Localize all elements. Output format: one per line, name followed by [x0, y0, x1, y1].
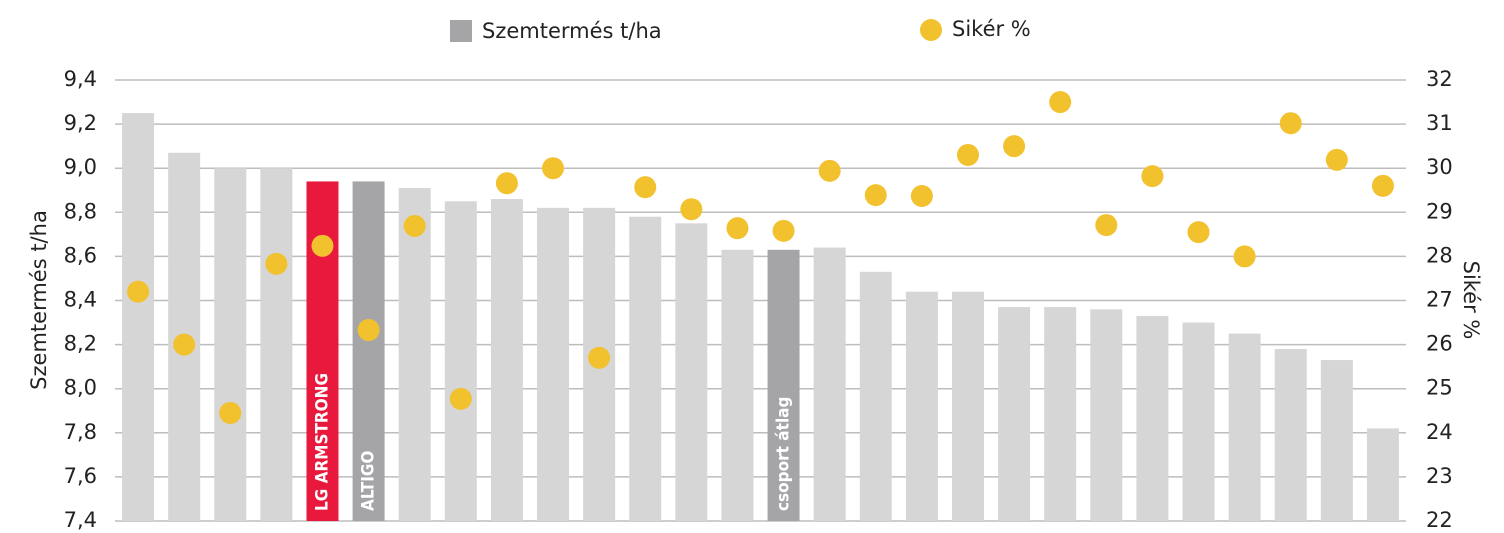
y2-tick-label: 26: [1426, 332, 1453, 356]
bar: [214, 168, 247, 521]
dot: [1095, 214, 1118, 237]
y-tick-label: 8,0: [64, 376, 97, 400]
bar: [859, 271, 892, 521]
y2-tick-label: 23: [1426, 464, 1453, 488]
y-tick-label: 9,2: [64, 111, 97, 135]
y-tick-label: 9,0: [64, 155, 97, 179]
dot: [864, 184, 887, 207]
legend-swatch: [450, 20, 472, 42]
dot: [1003, 135, 1026, 158]
bar: [951, 291, 984, 521]
bar: [767, 249, 800, 521]
y-tick-label: 7,8: [64, 420, 97, 444]
dot: [173, 333, 196, 356]
bar-label: csoport átlag: [774, 397, 794, 511]
bar-label: LG ARMSTRONG: [312, 373, 332, 511]
y2-axis-label: Sikér %: [1459, 261, 1483, 340]
y-tick-label: 7,4: [64, 508, 97, 532]
dot: [542, 157, 565, 180]
bar: [629, 216, 662, 521]
y-tick-label: 8,4: [64, 288, 97, 312]
y-tick-label: 9,4: [64, 67, 97, 91]
bar: [1320, 360, 1353, 521]
bar: [398, 188, 431, 522]
dot: [495, 172, 518, 195]
dot: [1049, 91, 1072, 114]
y2-tick-label: 24: [1426, 420, 1453, 444]
bar: [122, 113, 155, 521]
dot: [680, 198, 703, 221]
dot: [772, 219, 795, 242]
bar: [444, 201, 477, 521]
dot: [127, 280, 150, 303]
y2-tick-label: 22: [1426, 508, 1453, 532]
dot: [357, 319, 380, 342]
dot: [634, 176, 657, 199]
dot: [956, 143, 979, 166]
dot: [1371, 174, 1394, 197]
y2-tick-label: 25: [1426, 376, 1453, 400]
bar: [1366, 428, 1399, 521]
y2-tick-label: 28: [1426, 243, 1453, 267]
bar: [813, 247, 846, 521]
dot: [1325, 148, 1348, 171]
dot: [311, 234, 334, 257]
dot: [219, 401, 242, 424]
y-tick-label: 7,6: [64, 464, 97, 488]
y2-tick-label: 31: [1426, 111, 1453, 135]
legend-label: Sikér %: [952, 17, 1031, 41]
dot: [910, 184, 933, 207]
dot: [449, 387, 472, 410]
dot: [403, 214, 426, 237]
bar: [998, 307, 1031, 521]
dot: [588, 346, 611, 369]
bar: [721, 249, 754, 521]
dot: [1141, 165, 1164, 188]
y-axis-label: Szemtermés t/ha: [27, 210, 51, 390]
bar: [260, 168, 293, 521]
dot: [818, 159, 841, 182]
legend-swatch: [920, 19, 942, 41]
dot: [726, 217, 749, 240]
bar: [1274, 349, 1307, 521]
bar: [537, 207, 570, 521]
dot: [1279, 112, 1302, 135]
dot: [265, 252, 288, 275]
bar: [1182, 322, 1215, 521]
y2-tick-label: 27: [1426, 288, 1453, 312]
bar: [490, 199, 523, 521]
y-tick-label: 8,6: [64, 243, 97, 267]
bar: [675, 223, 708, 521]
bar: [1044, 307, 1077, 521]
bar-label: ALTIGO: [359, 451, 379, 511]
bar: [1136, 315, 1169, 521]
y2-tick-label: 29: [1426, 199, 1453, 223]
y2-tick-label: 30: [1426, 155, 1453, 179]
dot: [1187, 221, 1210, 244]
y-tick-label: 8,2: [64, 332, 97, 356]
dot: [1233, 245, 1256, 268]
y-tick-label: 8,8: [64, 199, 97, 223]
y2-tick-label: 32: [1426, 67, 1453, 91]
bar: [1090, 309, 1123, 521]
bar: [905, 291, 938, 521]
bar: [1228, 333, 1261, 521]
bar: [352, 181, 385, 521]
legend-label: Szemtermés t/ha: [482, 19, 662, 43]
